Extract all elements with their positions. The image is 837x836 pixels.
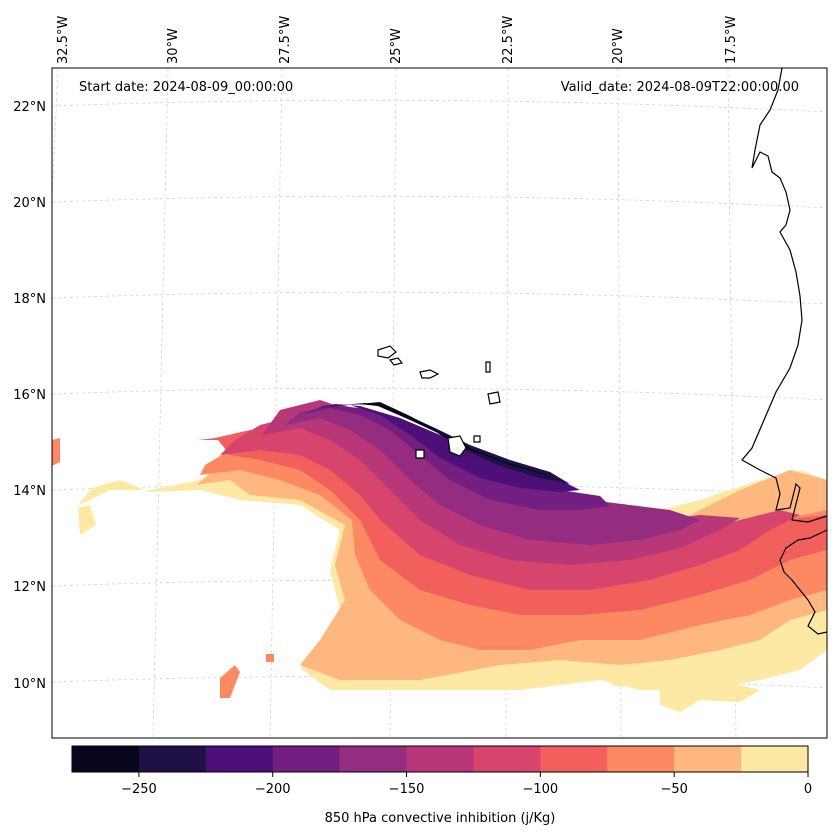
colorbar-segment [72, 746, 140, 772]
colorbar-label: 850 hPa convective inhibition (j/Kg) [325, 811, 556, 826]
colorbar-ticks: −250 −200 −150 −100 −50 0 [121, 772, 812, 797]
colorbar-tick-label: 0 [804, 782, 812, 797]
cin-band-0d [78, 505, 96, 535]
cin-band-0b [612, 672, 652, 686]
island-sao-nicolau [419, 369, 440, 379]
cin-band-2c [220, 665, 240, 698]
colorbar [72, 746, 809, 772]
coastline-africa [741, 67, 828, 523]
colorbar-segment [674, 746, 742, 772]
islands [377, 345, 501, 459]
island-santiago [447, 435, 467, 457]
lon-label: 30°W [166, 28, 181, 64]
colorbar-tick-label: −200 [255, 782, 291, 797]
lon-label: 20°W [611, 28, 626, 64]
cin-band-2d [266, 654, 274, 662]
colorbar-tick-label: −50 [660, 782, 687, 797]
lon-label: 27.5°W [278, 16, 293, 64]
lon-labels: 32.5°W 30°W 27.5°W 25°W 22.5°W 20°W 17.5… [56, 16, 739, 64]
colorbar-segment [473, 746, 541, 772]
lon-label: 17.5°W [724, 16, 739, 64]
colorbar-segment [272, 746, 341, 772]
lat-label: 14°N [13, 484, 46, 499]
lat-label: 20°N [13, 196, 46, 211]
colorbar-segment [607, 746, 675, 772]
lon-label: 22.5°W [501, 16, 516, 64]
island-sao-vicente [388, 357, 404, 366]
start-date-label: Start date: 2024-08-09_00:00:00 [79, 80, 293, 95]
colorbar-segment [406, 746, 474, 772]
cin-field [52, 400, 827, 712]
island-fogo [415, 449, 425, 459]
coastline-guinea [779, 529, 828, 635]
lat-label: 12°N [13, 580, 46, 595]
island-maio [473, 435, 481, 443]
island-boa-vista [487, 391, 501, 405]
island-santo-antao [377, 345, 397, 359]
island-sal [485, 361, 491, 373]
cin-band-2b [52, 438, 60, 466]
colorbar-segment [540, 746, 608, 772]
lat-label: 22°N [13, 100, 46, 115]
lat-label: 10°N [13, 677, 46, 692]
colorbar-border [71, 745, 809, 773]
lon-label: 32.5°W [56, 16, 71, 64]
lat-labels: 22°N 20°N 18°N 16°N 14°N 12°N 10°N [13, 100, 46, 692]
colorbar-tick-label: −250 [121, 782, 157, 797]
colorbar-tick-label: −100 [523, 782, 559, 797]
colorbar-segment [741, 746, 809, 772]
lat-label: 18°N [13, 292, 46, 307]
valid-date-label: Valid_date: 2024-08-09T22:00:00.00 [561, 80, 799, 95]
lat-label: 16°N [13, 388, 46, 403]
colorbar-tick-label: −150 [389, 782, 425, 797]
lon-label: 25°W [389, 28, 404, 64]
colorbar-segment [205, 746, 274, 772]
map-border [51, 67, 828, 739]
colorbar-segment [339, 746, 408, 772]
cin-band-0c [660, 680, 760, 712]
colorbar-segment [138, 746, 207, 772]
